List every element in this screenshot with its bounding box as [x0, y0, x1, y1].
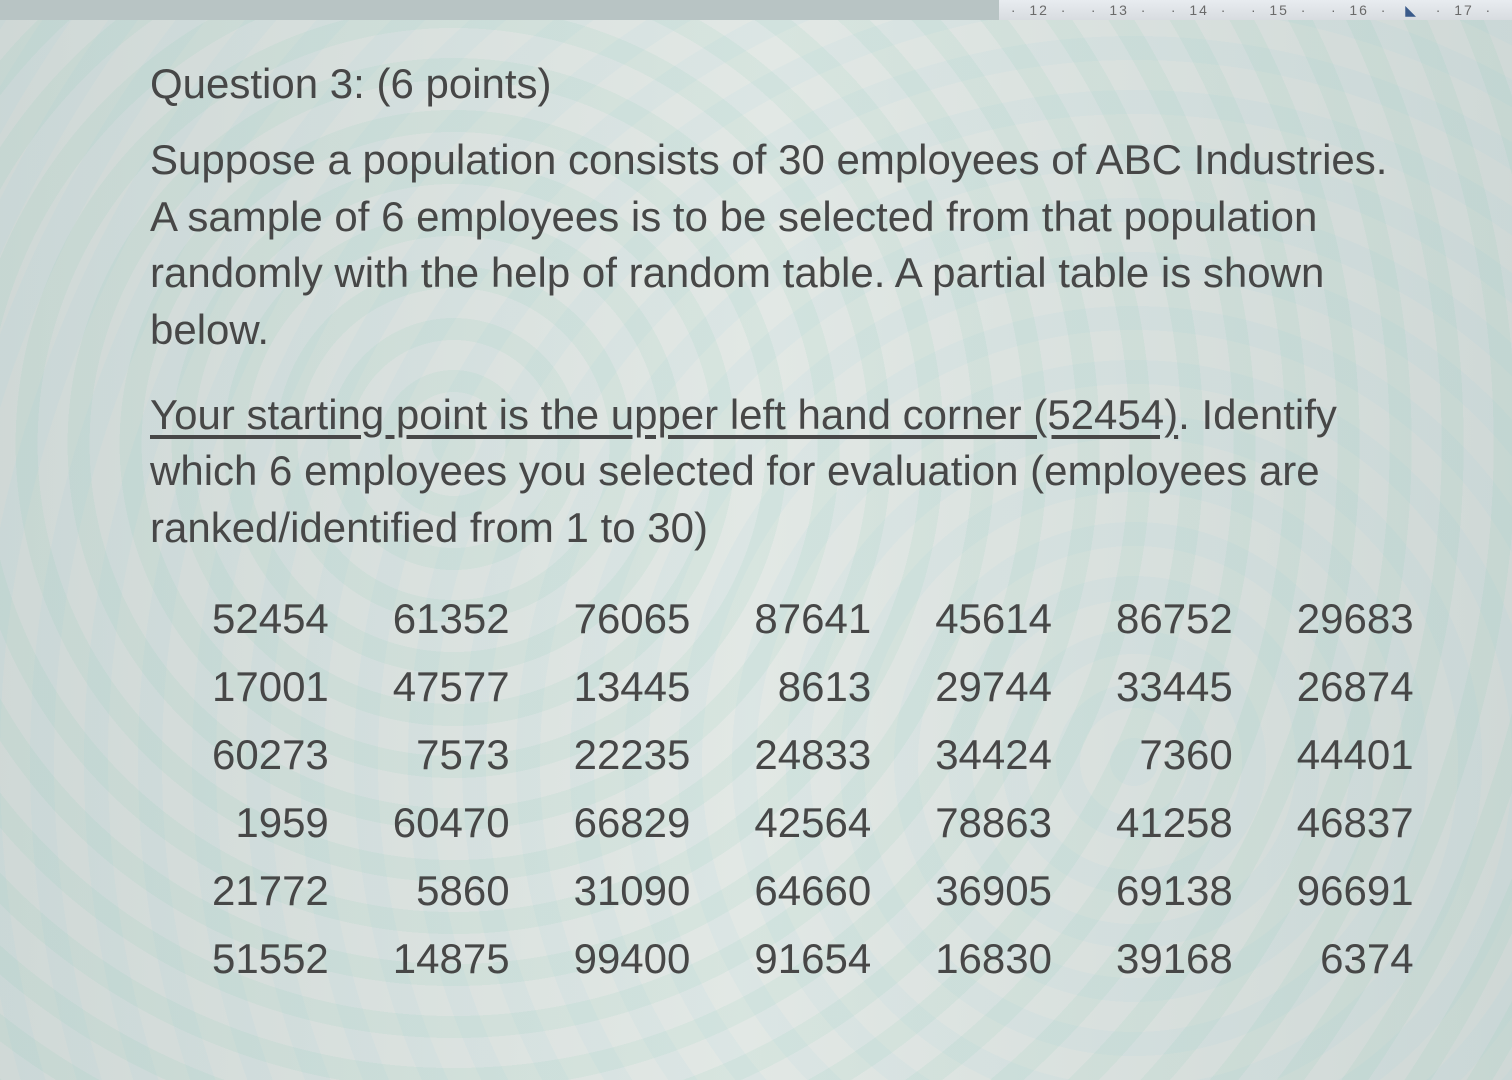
- table-cell: 7360: [1084, 721, 1265, 789]
- table-cell: 16830: [903, 925, 1084, 993]
- tab-stop-icon: ◣: [1405, 2, 1418, 19]
- table-cell: 78863: [903, 789, 1084, 857]
- random-number-table: 5245461352760658764145614867522968317001…: [180, 585, 1446, 993]
- table-cell: 46837: [1265, 789, 1446, 857]
- table-cell: 60273: [180, 721, 361, 789]
- table-row: 5155214875994009165416830391686374: [180, 925, 1446, 993]
- question-paragraph-2: Your starting point is the upper left ha…: [150, 387, 1392, 557]
- table-cell: 24833: [722, 721, 903, 789]
- table-cell: 31090: [542, 857, 723, 925]
- table-cell: 21772: [180, 857, 361, 925]
- table-cell: 7573: [361, 721, 542, 789]
- table-cell: 61352: [361, 585, 542, 653]
- table-cell: 91654: [722, 925, 903, 993]
- ruler-strip: · 12 · · 13 · · 14 · · 15 · · 16 · ◣ · 1…: [999, 0, 1512, 21]
- question-paragraph-1: Suppose a population consists of 30 empl…: [150, 132, 1392, 359]
- table-cell: 5860: [361, 857, 542, 925]
- table-cell: 13445: [542, 653, 723, 721]
- table-cell: 34424: [903, 721, 1084, 789]
- table-cell: 8613: [722, 653, 903, 721]
- table-row: 602737573222352483334424736044401: [180, 721, 1446, 789]
- table-row: 2177258603109064660369056913896691: [180, 857, 1446, 925]
- table-cell: 64660: [722, 857, 903, 925]
- document-page: Question 3: (6 points) Suppose a populat…: [0, 20, 1512, 1080]
- table-cell: 87641: [722, 585, 903, 653]
- table-cell: 17001: [180, 653, 361, 721]
- question-title: Question 3: (6 points): [150, 60, 1392, 108]
- table-cell: 39168: [1084, 925, 1265, 993]
- table-cell: 44401: [1265, 721, 1446, 789]
- table-cell: 52454: [180, 585, 361, 653]
- table-cell: 1959: [180, 789, 361, 857]
- table-cell: 51552: [180, 925, 361, 993]
- table-cell: 76065: [542, 585, 723, 653]
- table-cell: 41258: [1084, 789, 1265, 857]
- table-cell: 47577: [361, 653, 542, 721]
- table-cell: 45614: [903, 585, 1084, 653]
- table-cell: 86752: [1084, 585, 1265, 653]
- table-cell: 42564: [722, 789, 903, 857]
- table-cell: 22235: [542, 721, 723, 789]
- table-cell: 36905: [903, 857, 1084, 925]
- table-cell: 14875: [361, 925, 542, 993]
- table-row: 1700147577134458613297443344526874: [180, 653, 1446, 721]
- table-row: 1959604706682942564788634125846837: [180, 789, 1446, 857]
- table-cell: 29744: [903, 653, 1084, 721]
- table-cell: 33445: [1084, 653, 1265, 721]
- starting-point-underlined: Your starting point is the upper left ha…: [150, 391, 1178, 438]
- table-cell: 66829: [542, 789, 723, 857]
- table-cell: 6374: [1265, 925, 1446, 993]
- table-cell: 96691: [1265, 857, 1446, 925]
- table-cell: 29683: [1265, 585, 1446, 653]
- table-cell: 60470: [361, 789, 542, 857]
- table-cell: 26874: [1265, 653, 1446, 721]
- table-cell: 69138: [1084, 857, 1265, 925]
- table-row: 52454613527606587641456148675229683: [180, 585, 1446, 653]
- random-number-table-body: 5245461352760658764145614867522968317001…: [180, 585, 1446, 993]
- table-cell: 99400: [542, 925, 723, 993]
